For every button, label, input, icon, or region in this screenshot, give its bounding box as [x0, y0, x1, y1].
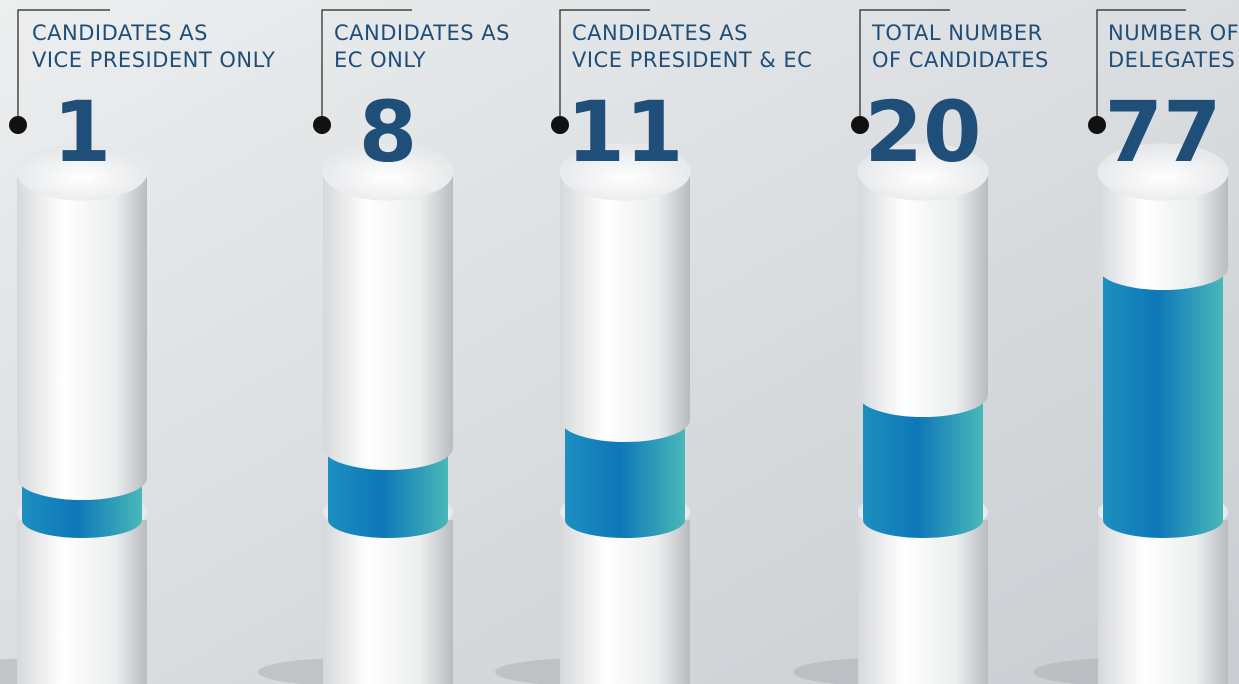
- cylinder-top: [1097, 143, 1229, 201]
- label: DELEGATES: [1108, 48, 1235, 72]
- cylinder-bottom: [323, 426, 453, 470]
- label: CANDIDATES AS: [334, 21, 510, 45]
- cylinder-top: [559, 143, 691, 201]
- cylinder-body: [858, 172, 988, 395]
- value: 11: [567, 83, 684, 181]
- cylinder-body: [17, 520, 147, 684]
- cylinder-body: [560, 520, 690, 684]
- cylinder-bottom: [858, 373, 988, 417]
- value: 8: [359, 83, 417, 181]
- cylinder-body: [17, 172, 147, 478]
- callout-line: [17, 9, 110, 124]
- value: 1: [53, 83, 111, 181]
- fill-bottom: [22, 502, 142, 538]
- label: VICE PRESIDENT ONLY: [32, 48, 275, 72]
- cylinder-body: [858, 520, 988, 684]
- label: VICE PRESIDENT & EC: [572, 48, 812, 72]
- label: OF CANDIDATES: [872, 48, 1049, 72]
- cylinder-body: [560, 172, 690, 420]
- cylinder-top: [322, 143, 454, 201]
- fill-bottom: [565, 502, 685, 538]
- label: CANDIDATES AS: [572, 21, 748, 45]
- callout-dot: [9, 116, 27, 134]
- callout-line: [859, 9, 950, 124]
- fill-bottom: [1103, 502, 1223, 538]
- callout-line: [1096, 9, 1186, 124]
- cylinder-bottom: [1098, 246, 1228, 290]
- fill-bottom: [328, 502, 448, 538]
- cylinder-body: [323, 520, 453, 684]
- fill-band: [1103, 268, 1223, 520]
- callout-dot: [313, 116, 331, 134]
- callout-line: [559, 9, 650, 124]
- cylinder-body: [323, 172, 453, 448]
- cylinder-top: [857, 143, 989, 201]
- label: NUMBER OF: [1108, 21, 1239, 45]
- label: CANDIDATES AS: [32, 21, 208, 45]
- value: 20: [865, 83, 982, 181]
- fill-bottom: [863, 502, 983, 538]
- value: 77: [1105, 83, 1222, 181]
- cylinder-body: [1098, 520, 1228, 684]
- label: EC ONLY: [334, 48, 426, 72]
- callout-dot: [551, 116, 569, 134]
- label: TOTAL NUMBER: [871, 21, 1043, 45]
- cylinder-bottom: [17, 456, 147, 500]
- cylinder-bottom: [560, 398, 690, 442]
- cylinder-top: [16, 143, 148, 201]
- callout-dot: [1088, 116, 1106, 134]
- callout-line: [321, 9, 412, 124]
- callout-dot: [851, 116, 869, 134]
